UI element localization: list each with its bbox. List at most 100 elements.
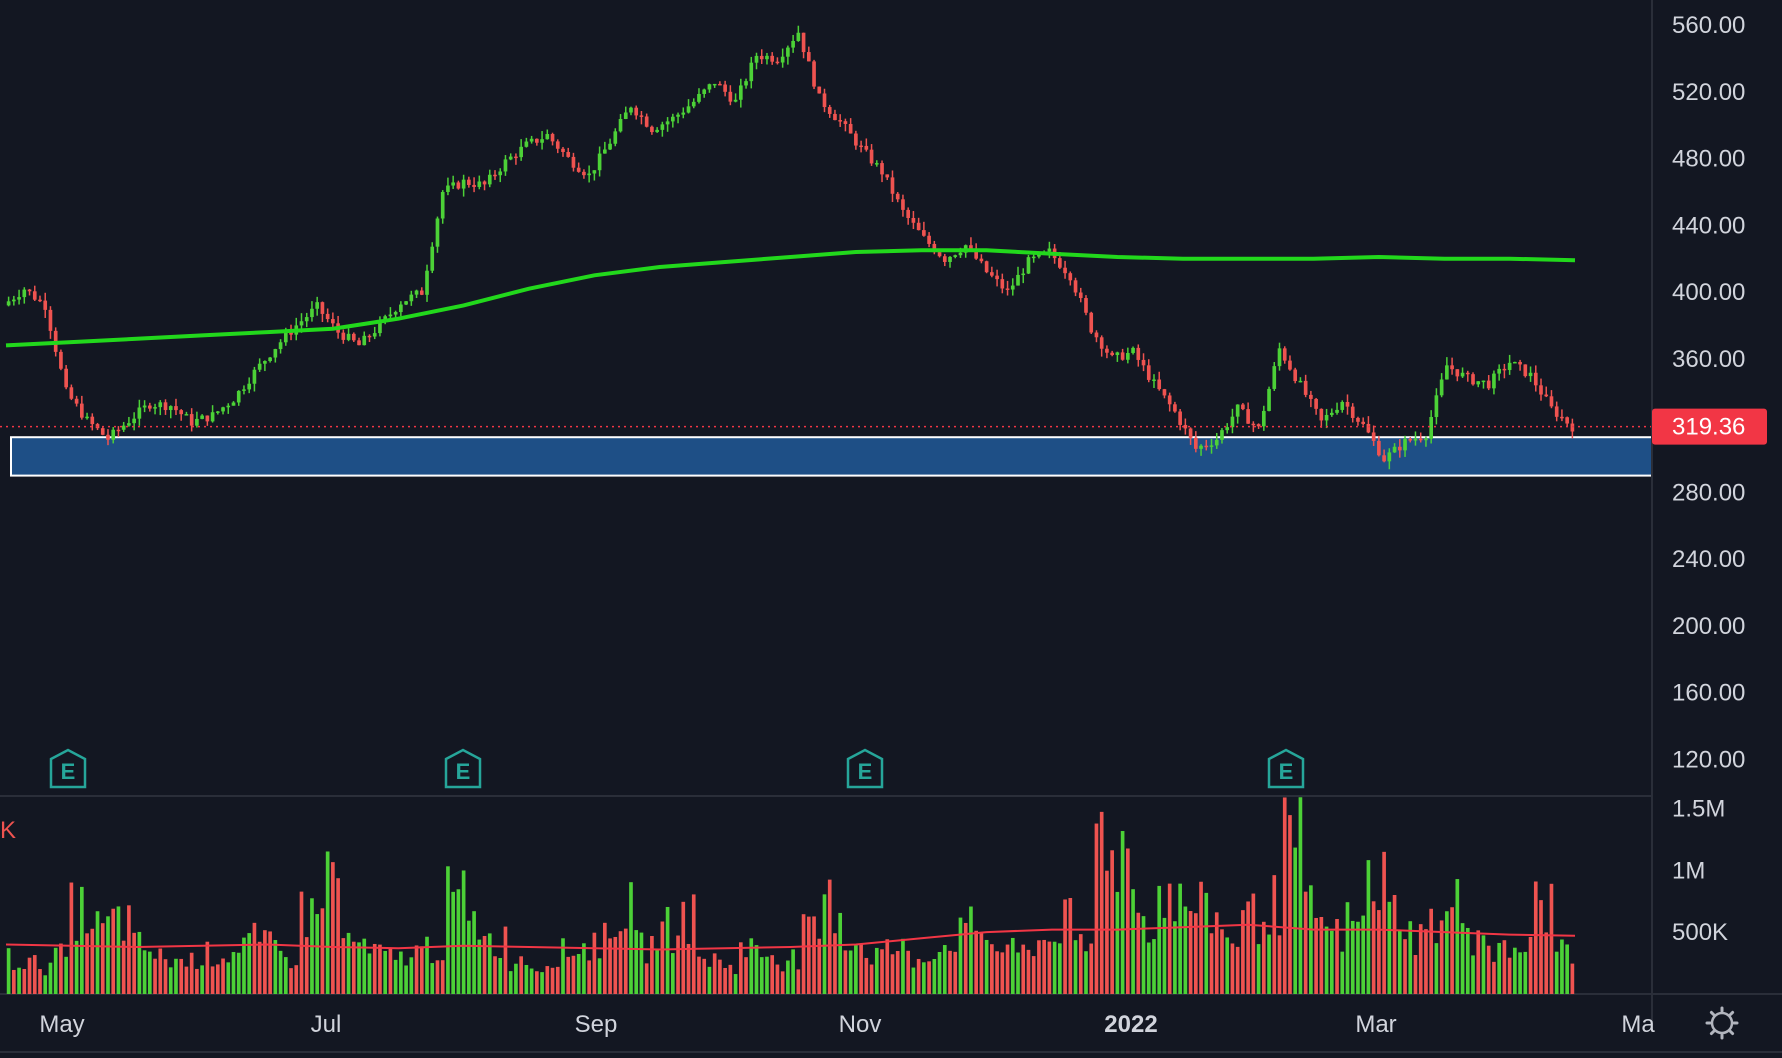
volume-bar bbox=[1340, 951, 1345, 994]
volume-bar bbox=[74, 940, 79, 994]
candle-body bbox=[221, 407, 225, 412]
volume-bar bbox=[17, 967, 21, 994]
volume-bar bbox=[1382, 851, 1386, 994]
volume-bars bbox=[6, 797, 1575, 994]
volume-bar bbox=[1314, 917, 1318, 994]
candle-body bbox=[1314, 398, 1318, 409]
volume-bar bbox=[1078, 934, 1083, 994]
volume-bar bbox=[796, 969, 801, 994]
candle-body bbox=[100, 428, 105, 435]
volume-bar bbox=[650, 936, 654, 994]
volume-bar bbox=[195, 968, 199, 994]
volume-bar bbox=[801, 914, 806, 994]
volume-bar bbox=[1193, 913, 1198, 994]
volume-bar bbox=[53, 947, 58, 994]
candle-body bbox=[6, 301, 11, 306]
volume-bar bbox=[1513, 947, 1517, 994]
volume-bar bbox=[1345, 902, 1350, 994]
volume-bar bbox=[435, 960, 440, 994]
volume-bar bbox=[1413, 954, 1418, 994]
candle-body bbox=[1455, 369, 1460, 377]
candle-body bbox=[1016, 274, 1020, 286]
volume-bar bbox=[1507, 957, 1512, 994]
volume-pane[interactable]: K bbox=[0, 797, 1576, 994]
candle-body bbox=[27, 289, 32, 292]
candle-body bbox=[242, 389, 246, 391]
time-axis[interactable]: May Jul Sep Nov 2022 Mar Ma bbox=[39, 1011, 1655, 1038]
volume-bar bbox=[1309, 885, 1313, 994]
volume-bar bbox=[498, 958, 503, 994]
candle-body bbox=[1146, 365, 1151, 380]
candle-body bbox=[555, 141, 560, 149]
volume-bar bbox=[1152, 939, 1156, 994]
price-axis[interactable]: 560.00520.00480.00440.00400.00360.00320.… bbox=[1672, 12, 1745, 773]
volume-bar bbox=[1000, 952, 1005, 994]
candle-body bbox=[315, 302, 320, 309]
candle-body bbox=[179, 410, 184, 415]
volume-average-line bbox=[5, 923, 1576, 951]
volume-axis[interactable]: 1.5M 1M 500K bbox=[1672, 795, 1728, 946]
volume-bar bbox=[665, 906, 670, 994]
volume-bar bbox=[153, 958, 157, 994]
candle-body bbox=[231, 402, 236, 406]
candle-body bbox=[252, 369, 257, 384]
candle-body bbox=[1288, 360, 1292, 370]
candle-body bbox=[393, 312, 398, 315]
candle-body bbox=[1000, 279, 1005, 289]
volume-bar bbox=[880, 949, 884, 994]
candle-body bbox=[1298, 380, 1303, 383]
candle-body bbox=[1204, 445, 1209, 448]
gear-icon[interactable] bbox=[1705, 1006, 1739, 1040]
candle-body bbox=[1026, 257, 1031, 274]
candle-body bbox=[665, 121, 670, 125]
candle-body bbox=[1209, 445, 1214, 447]
candle-body bbox=[64, 368, 68, 388]
volume-bar bbox=[1445, 911, 1449, 994]
time-axis-tick: Jul bbox=[311, 1011, 342, 1038]
volume-bar bbox=[969, 906, 973, 994]
volume-bar bbox=[566, 956, 571, 994]
candle-body bbox=[712, 83, 717, 86]
volume-bar bbox=[576, 954, 581, 994]
earnings-marker[interactable]: E bbox=[846, 748, 884, 789]
volume-bar bbox=[723, 967, 727, 994]
candle-body bbox=[1560, 416, 1564, 419]
candle-body bbox=[1570, 423, 1575, 432]
volume-bar bbox=[587, 960, 591, 994]
volume-bar bbox=[1021, 944, 1026, 994]
candle-body bbox=[116, 429, 121, 432]
candle-body bbox=[670, 116, 675, 122]
volume-bar bbox=[597, 958, 602, 994]
candle-body bbox=[409, 294, 414, 302]
candle-body bbox=[320, 302, 325, 314]
candle-body bbox=[440, 191, 445, 219]
candle-body bbox=[895, 193, 900, 200]
candle-body bbox=[111, 429, 116, 440]
candle-body bbox=[1356, 417, 1360, 422]
earnings-marker[interactable]: E bbox=[49, 748, 87, 789]
candle-body bbox=[1439, 379, 1444, 396]
candle-body bbox=[1126, 352, 1130, 360]
volume-bar bbox=[697, 956, 701, 994]
candle-body bbox=[1424, 438, 1428, 441]
volume-bar bbox=[440, 960, 445, 994]
volume-bar bbox=[995, 951, 999, 994]
volume-bar bbox=[80, 886, 84, 994]
candle-body bbox=[1241, 404, 1245, 410]
volume-bar bbox=[812, 916, 816, 994]
volume-bar bbox=[1439, 920, 1444, 994]
earnings-marker[interactable]: E bbox=[444, 748, 482, 789]
candle-body bbox=[1309, 394, 1313, 399]
volume-bar bbox=[603, 922, 607, 994]
candle-body bbox=[1497, 368, 1501, 374]
candle-body bbox=[1377, 440, 1381, 456]
volume-bar bbox=[1010, 937, 1015, 994]
earnings-marker[interactable]: E bbox=[1267, 748, 1305, 789]
volume-bar bbox=[106, 916, 110, 994]
candle-body bbox=[1267, 388, 1271, 411]
volume-bar bbox=[1214, 912, 1219, 994]
